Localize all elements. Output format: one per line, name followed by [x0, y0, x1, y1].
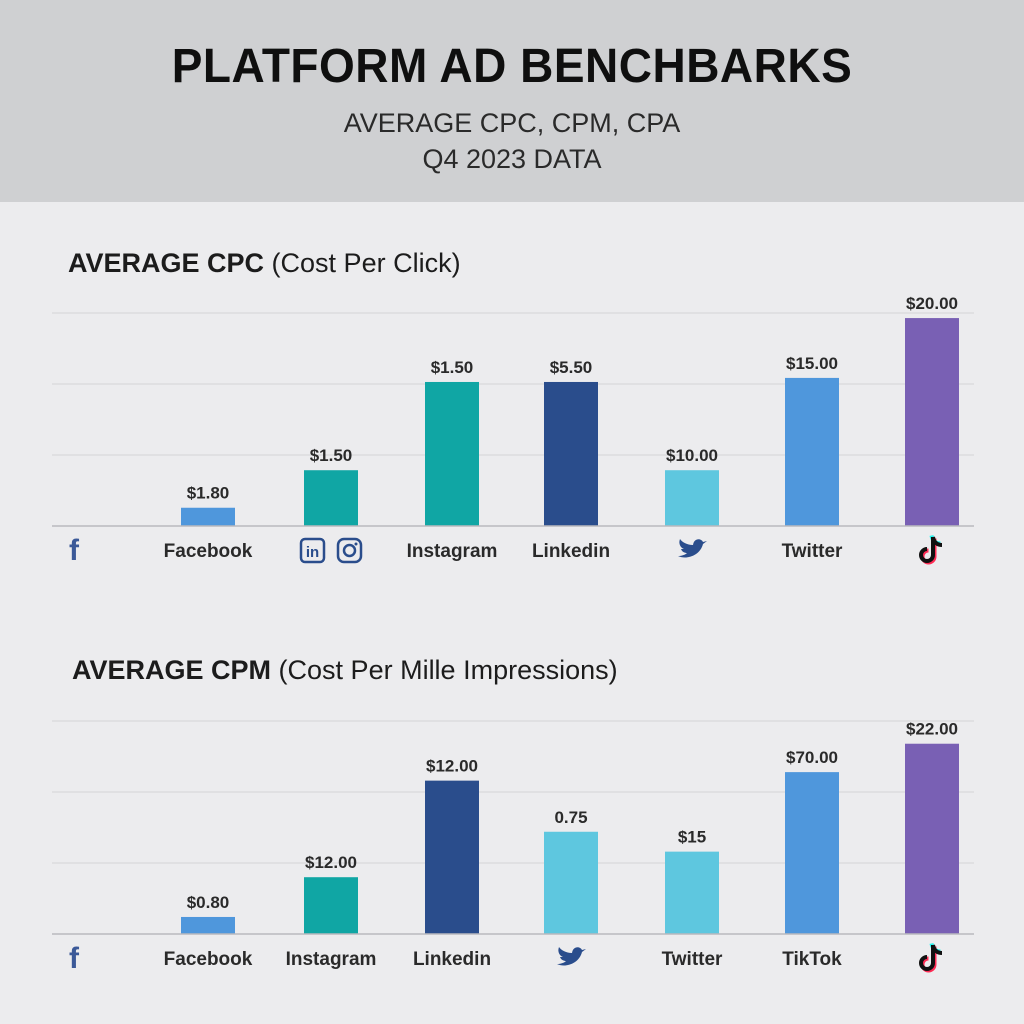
x-axis-label: Linkedin — [532, 541, 610, 562]
cpm-chart-title: AVERAGE CPM (Cost Per Mille Impressions) — [72, 655, 618, 686]
bar-value-label: $1.50 — [431, 358, 474, 377]
bar — [425, 780, 479, 934]
cpm-title-rest: (Cost Per Mille Impressions) — [278, 655, 618, 685]
header-banner: PLATFORM AD BENCHBARKS AVERAGE CPC, CPM,… — [0, 0, 1024, 202]
bar-value-label: $0.80 — [187, 893, 230, 912]
facebook-icon: f — [69, 942, 80, 975]
x-axis-label: Instagram — [286, 949, 377, 970]
bar-value-label: $70.00 — [786, 748, 838, 767]
x-axis-label: Facebook — [164, 949, 253, 970]
bar — [304, 877, 358, 934]
svg-text:f: f — [69, 942, 80, 975]
twitter-bird-icon — [678, 539, 707, 558]
cpc-chart-title: AVERAGE CPC (Cost Per Click) — [68, 248, 461, 279]
bar-value-label: $1.80 — [187, 484, 230, 503]
bar-value-label: 0.75 — [554, 808, 587, 827]
bar — [665, 470, 719, 526]
x-axis-label: TikTok — [782, 949, 842, 970]
bar — [905, 318, 959, 526]
bar-value-label: $12.00 — [426, 757, 478, 776]
linkedin-instagram-icons: in — [299, 537, 363, 564]
bar — [785, 377, 839, 526]
x-axis-label: Twitter — [782, 541, 843, 562]
bar — [304, 470, 358, 526]
tiktok-icon — [919, 943, 943, 973]
cpm-bar-chart: $0.80 $12.00 $12.00 0.75 $15 $70.00 $22.00 f Fac… — [52, 720, 974, 975]
tiktok-icon — [919, 535, 943, 565]
x-axis-label: Linkedin — [413, 949, 491, 970]
facebook-icon: f — [69, 534, 80, 567]
x-axis-label: Instagram — [407, 541, 498, 562]
bar-value-label: $1.50 — [310, 446, 353, 465]
bar-value-label: $5.50 — [550, 358, 593, 377]
bar — [181, 507, 235, 526]
bar-value-label: $22.00 — [906, 720, 958, 739]
bar — [785, 772, 839, 934]
cpc-title-rest: (Cost Per Click) — [271, 248, 461, 278]
svg-text:in: in — [306, 544, 319, 561]
cpm-title-bold: AVERAGE CPM — [72, 655, 272, 685]
twitter-bird-icon — [557, 947, 586, 966]
x-axis-label: Facebook — [164, 541, 253, 562]
subtitle-metrics: AVERAGE CPC, CPM, CPA — [343, 108, 681, 138]
bar-value-label: $20.00 — [906, 294, 958, 313]
cpc-bar-chart: $1.80 $1.50 $1.50 $5.50 $10.00 $15.00 $20.00 f F… — [52, 294, 974, 567]
bar — [905, 743, 959, 934]
bar-value-label: $15.00 — [786, 354, 838, 373]
bar-value-label: $10.00 — [666, 446, 718, 465]
page-title: PLATFORM AD BENCHBARKS — [171, 37, 853, 93]
bar — [425, 381, 479, 526]
cpc-title-bold: AVERAGE CPC — [68, 248, 265, 278]
bar-value-label: $15 — [678, 828, 706, 847]
x-axis-label: Twitter — [662, 949, 723, 970]
bar — [544, 831, 598, 934]
subtitle-period: Q4 2023 DATA — [422, 144, 602, 174]
bar — [544, 381, 598, 526]
bar-value-label: $12.00 — [305, 853, 357, 872]
svg-text:f: f — [69, 534, 80, 567]
bar — [181, 916, 235, 934]
bar — [665, 851, 719, 934]
